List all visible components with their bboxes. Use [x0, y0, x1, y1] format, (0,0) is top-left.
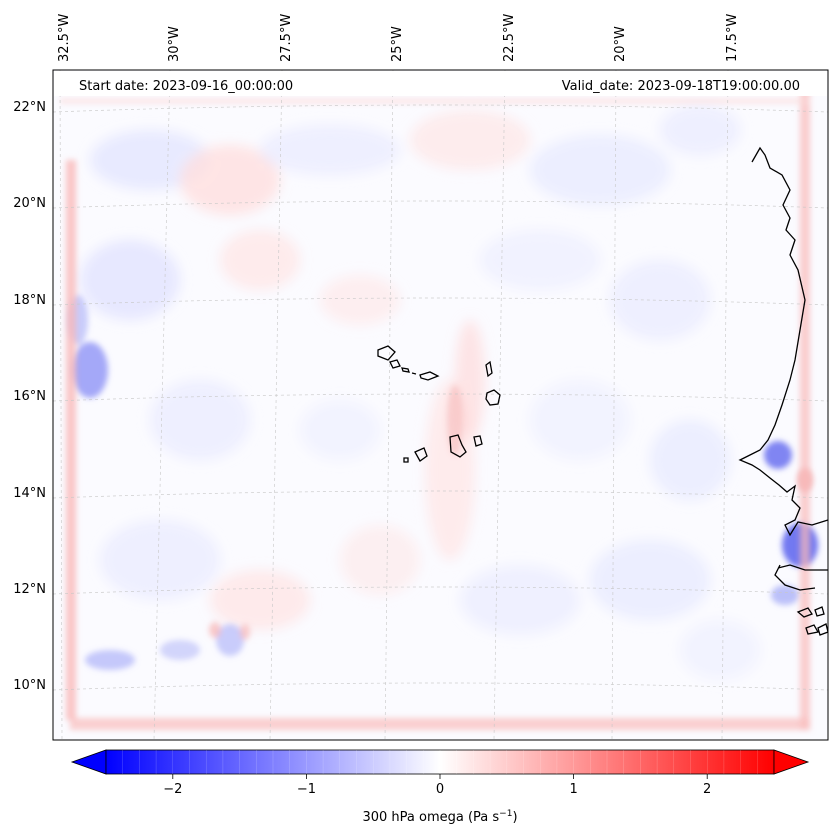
colorbar-tick-label: −2 [163, 782, 182, 797]
graticule-meridian [611, 70, 617, 740]
colorbar-tick-label: 2 [703, 782, 711, 797]
graticule-parallel [53, 200, 828, 209]
lat-label: 12°N [13, 582, 46, 597]
lon-label: 32.5°W [57, 14, 72, 62]
colorbar-label: 300 hPa omega (Pa s−1) [362, 809, 517, 825]
colorbar: −2 −1 0 1 2 300 hPa omega (Pa s−1) [70, 749, 810, 825]
graticule-parallel [53, 682, 828, 691]
africa-coastline [738, 146, 828, 591]
graticule-parallel [53, 104, 828, 113]
colorbar-tick-label: 1 [569, 782, 577, 797]
lat-label: 16°N [13, 389, 46, 404]
lat-label: 20°N [13, 196, 46, 211]
boundary-stripes [60, 90, 810, 730]
graticule-meridian [384, 70, 394, 740]
lon-label: 25°W [390, 26, 405, 62]
colorbar-step-lines [122, 750, 758, 774]
graticule-meridian [59, 70, 63, 740]
lat-label: 10°N [13, 678, 46, 693]
coastlines [377, 146, 828, 636]
lon-label: 27.5°W [279, 14, 294, 62]
lon-label: 20°W [613, 26, 628, 62]
colorbar-low-extend [70, 749, 107, 775]
bissagos-islands [796, 606, 828, 636]
colorbar-tick-label: −1 [297, 782, 316, 797]
lat-label: 22°N [13, 100, 46, 115]
colorbar-high-extend [773, 749, 810, 775]
colorbar-tick-label: 0 [436, 782, 444, 797]
graticule-meridian [493, 70, 506, 740]
lon-label: 22.5°W [502, 14, 517, 62]
latitude-labels: 22°N 20°N 18°N 16°N 14°N 12°N 10°N [13, 100, 46, 693]
longitude-labels: 32.5°W 30°W 27.5°W 25°W 22.5°W 20°W 17.5… [57, 14, 740, 62]
graticule-parallel [53, 490, 828, 499]
map-frame [52, 69, 829, 741]
lat-label: 18°N [13, 293, 46, 308]
header-band [54, 71, 827, 96]
lon-label: 30°W [167, 26, 182, 62]
valid-date-label: Valid_date: 2023-09-18T19:00:00.00 [562, 79, 800, 94]
graticule-meridian [721, 70, 729, 740]
graticule-parallel [53, 393, 828, 402]
lon-label: 17.5°W [725, 14, 740, 62]
lat-label: 14°N [13, 486, 46, 501]
start-date-label: Start date: 2023-09-16_00:00:00 [79, 79, 293, 94]
graticule-meridian [269, 70, 283, 740]
graticule-meridian [153, 70, 171, 740]
graticule-parallel [53, 297, 828, 306]
omega-field [53, 70, 828, 740]
colorbar-ticks: −2 −1 0 1 2 [163, 774, 711, 797]
graticule-lines [53, 70, 828, 740]
cape-verde-islands [377, 345, 501, 463]
graticule-parallel [53, 586, 828, 595]
